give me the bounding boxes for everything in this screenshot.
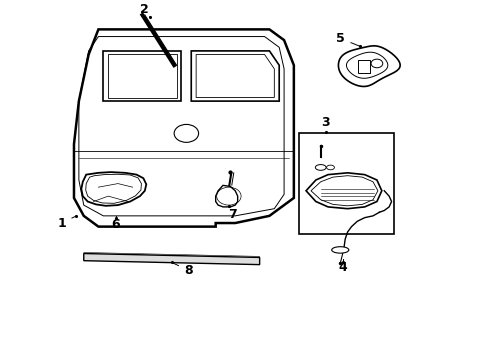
Text: 4: 4 xyxy=(339,261,347,274)
Polygon shape xyxy=(84,253,260,265)
Text: 1: 1 xyxy=(57,216,66,230)
Text: 7: 7 xyxy=(228,208,237,221)
Text: 2: 2 xyxy=(141,3,149,16)
Text: 8: 8 xyxy=(185,264,193,277)
Text: 6: 6 xyxy=(111,218,120,231)
Text: 3: 3 xyxy=(321,116,330,129)
Text: 5: 5 xyxy=(336,32,344,45)
